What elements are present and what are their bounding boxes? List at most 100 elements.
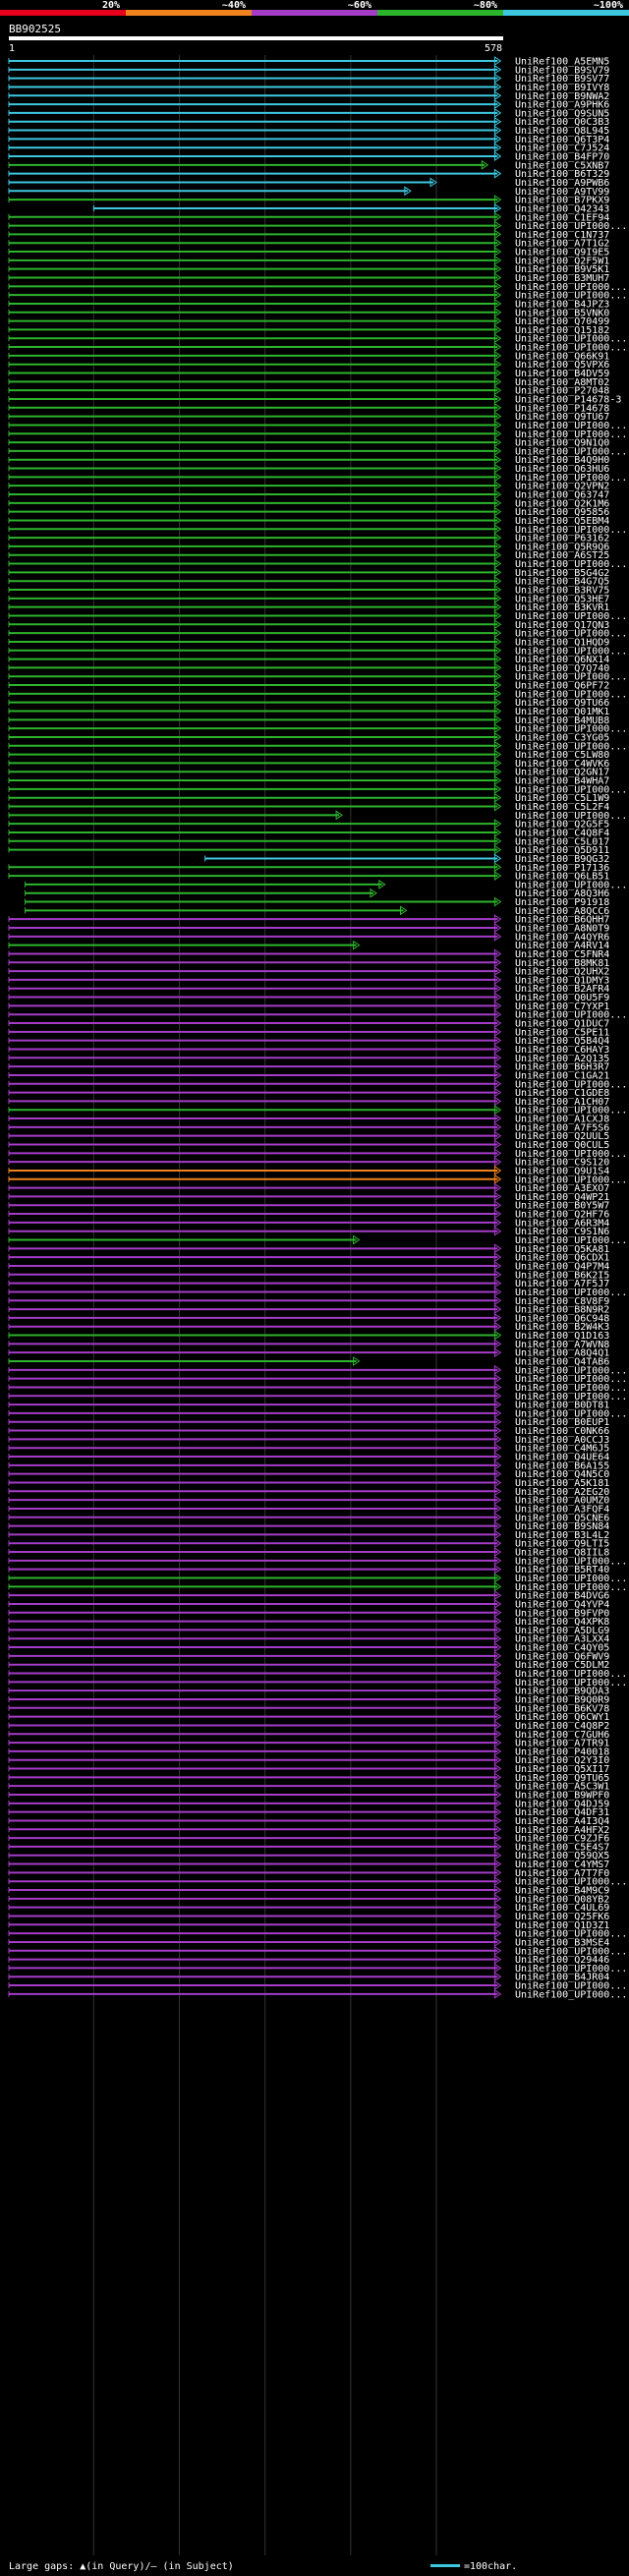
hit-label[interactable]: UniRef100_A7T1G2 [515, 239, 609, 250]
hit-label[interactable]: UniRef100_Q2K1M6 [515, 498, 609, 509]
hit-label[interactable]: UniRef100_B6K2I5 [515, 1270, 609, 1281]
hit-label[interactable]: UniRef100_B9QG32 [515, 854, 609, 865]
hit-label[interactable]: UniRef100_A1CH07 [515, 1097, 609, 1108]
hit-label[interactable]: UniRef100_UPI000... [515, 1010, 627, 1021]
hit-label[interactable]: UniRef100_B6T329 [515, 169, 609, 180]
hit-label[interactable]: UniRef100_UPI000... [515, 629, 627, 640]
hit-label[interactable]: UniRef100_B5G4G2 [515, 568, 609, 579]
hit-label[interactable]: UniRef100_C7J524 [515, 143, 609, 154]
hit-label[interactable]: UniRef100_UPI000... [515, 1079, 627, 1090]
hit-label[interactable]: UniRef100_C1EF94 [515, 212, 609, 223]
hit-label[interactable]: UniRef100_C1N737 [515, 230, 609, 241]
hit-label[interactable]: UniRef100_Q2G5F5 [515, 820, 609, 830]
hit-label[interactable]: UniRef100_B7PKX9 [515, 196, 609, 206]
hit-label[interactable]: UniRef100_C3YG05 [515, 732, 609, 743]
hit-label[interactable]: UniRef100_Q6LB51 [515, 872, 609, 883]
hit-label[interactable]: UniRef100_C5L017 [515, 836, 609, 847]
hit-label[interactable]: UniRef100_C6HAY3 [515, 1045, 609, 1056]
hit-label[interactable]: UniRef100_Q2Y3I0 [515, 1755, 609, 1766]
hit-label[interactable]: UniRef100_A5DLG9 [515, 1626, 609, 1636]
hit-label[interactable]: UniRef100_Q59QX5 [515, 1851, 609, 1861]
hit-label[interactable]: UniRef100_Q9LTI5 [515, 1539, 609, 1550]
hit-label[interactable]: UniRef100_A7T7F0 [515, 1868, 609, 1879]
hit-label[interactable]: UniRef100_B4WHA7 [515, 776, 609, 787]
hit-label[interactable]: UniRef100_B4DV59 [515, 369, 609, 379]
hit-label[interactable]: UniRef100_C9ZJF6 [515, 1834, 609, 1845]
hit-label[interactable]: UniRef100_UPI000... [515, 429, 627, 440]
hit-label[interactable]: UniRef100_Q17QN3 [515, 620, 609, 631]
hit-label[interactable]: UniRef100_UPI000... [515, 1365, 627, 1376]
hit-label[interactable]: UniRef100_UPI000... [515, 689, 627, 700]
hit-label[interactable]: UniRef100_C5LW80 [515, 750, 609, 761]
hit-label[interactable]: UniRef100_Q15182 [515, 325, 609, 336]
hit-label[interactable]: UniRef100_P63162 [515, 534, 609, 544]
hit-label[interactable]: UniRef100_B3RV75 [515, 586, 609, 597]
hit-label[interactable]: UniRef100_Q6T3P4 [515, 135, 609, 145]
hit-label[interactable]: UniRef100_Q5R9Q6 [515, 542, 609, 552]
hit-label[interactable]: UniRef100_UPI000... [515, 1678, 627, 1689]
hit-label[interactable]: UniRef100_Q5XI17 [515, 1764, 609, 1775]
hit-label[interactable]: UniRef100_B9WPF0 [515, 1791, 609, 1802]
hit-label[interactable]: UniRef100_B4Q9H0 [515, 455, 609, 466]
hit-label[interactable]: UniRef100_B9SN84 [515, 1521, 609, 1532]
hit-label[interactable]: UniRef100_Q4XPK8 [515, 1617, 609, 1628]
hit-label[interactable]: UniRef100_UPI000... [515, 559, 627, 570]
hit-label[interactable]: UniRef100_B3MUH7 [515, 273, 609, 284]
hit-label[interactable]: UniRef100_Q0C3B3 [515, 117, 609, 128]
hit-label[interactable]: UniRef100_A9PWB6 [515, 178, 609, 189]
hit-label[interactable]: UniRef100_C0NK66 [515, 1426, 609, 1437]
hit-label[interactable]: UniRef100_C5XNB7 [515, 160, 609, 171]
hit-label[interactable]: UniRef100_C7YXP1 [515, 1002, 609, 1012]
hit-label[interactable]: UniRef100_Q6PF72 [515, 681, 609, 692]
hit-label[interactable]: UniRef100_B6KV78 [515, 1703, 609, 1714]
hit-label[interactable]: UniRef100_UPI000... [515, 1383, 627, 1394]
hit-label[interactable]: UniRef100_UPI000... [515, 1964, 627, 1975]
hit-label[interactable]: UniRef100_C8V8F9 [515, 1296, 609, 1307]
hit-label[interactable]: UniRef100_A2EG20 [515, 1487, 609, 1498]
hit-label[interactable]: UniRef100_UPI000... [515, 1989, 627, 2000]
hit-label[interactable]: UniRef100_C5DLM2 [515, 1660, 609, 1671]
hit-label[interactable]: UniRef100_Q9U1S4 [515, 1166, 609, 1176]
hit-label[interactable]: UniRef100_C7GUH6 [515, 1730, 609, 1741]
hit-label[interactable]: UniRef100_A3LXX4 [515, 1634, 609, 1645]
hit-label[interactable]: UniRef100_C9S120 [515, 1158, 609, 1169]
hit-label[interactable]: UniRef100_UPI000... [515, 1574, 627, 1584]
hit-label[interactable]: UniRef100_UPI000... [515, 343, 627, 354]
hit-label[interactable]: UniRef100_B9SV77 [515, 74, 609, 85]
hit-label[interactable]: UniRef100_P17136 [515, 863, 609, 874]
hit-label[interactable]: UniRef100_C9S1N6 [515, 1227, 609, 1237]
hit-label[interactable]: UniRef100_UPI000... [515, 741, 627, 752]
hit-label[interactable]: UniRef100_Q9N1Q0 [515, 438, 609, 449]
hit-label[interactable]: UniRef100_Q8L945 [515, 126, 609, 137]
hit-label[interactable]: UniRef100_B5VNK0 [515, 308, 609, 318]
hit-label[interactable]: UniRef100_B0EUP1 [515, 1417, 609, 1428]
hit-label[interactable]: UniRef100_B4JR04 [515, 1973, 609, 1983]
hit-label[interactable]: UniRef100_Q8IIL8 [515, 1548, 609, 1559]
hit-label[interactable]: UniRef100_Q95856 [515, 507, 609, 518]
hit-label[interactable]: UniRef100_A4QYR6 [515, 932, 609, 943]
hit-label[interactable]: UniRef100_A9TV99 [515, 187, 609, 198]
hit-label[interactable]: UniRef100_B3L4L2 [515, 1530, 609, 1541]
hit-label[interactable]: UniRef100_Q53HE7 [515, 594, 609, 604]
hit-label[interactable]: UniRef100_B3MSE4 [515, 1937, 609, 1948]
hit-label[interactable]: UniRef100_UPI000... [515, 724, 627, 735]
hit-label[interactable]: UniRef100_C5E4S7 [515, 1842, 609, 1853]
hit-label[interactable]: UniRef100_Q4DJ59 [515, 1799, 609, 1809]
hit-label[interactable]: UniRef100_Q29446 [515, 1955, 609, 1966]
hit-label[interactable]: UniRef100_A3FQF4 [515, 1504, 609, 1515]
hit-label[interactable]: UniRef100_Q4UE64 [515, 1453, 609, 1463]
hit-label[interactable]: UniRef100_C4WVK6 [515, 759, 609, 770]
hit-label[interactable]: UniRef100_B3KVR1 [515, 602, 609, 613]
hit-label[interactable]: UniRef100_B8MK81 [515, 958, 609, 969]
hit-label[interactable]: UniRef100_UPI000... [515, 611, 627, 622]
hit-label[interactable]: UniRef100_A7WVN8 [515, 1340, 609, 1350]
hit-label[interactable]: UniRef100_A2Q135 [515, 1054, 609, 1064]
hit-label[interactable]: UniRef100_C5L1W9 [515, 793, 609, 804]
hit-label[interactable]: UniRef100_B0DT81 [515, 1401, 609, 1411]
hit-label[interactable]: UniRef100_Q4YVP4 [515, 1599, 609, 1610]
hit-label[interactable]: UniRef100_UPI000... [515, 421, 627, 431]
hit-label[interactable]: UniRef100_UPI000... [515, 1877, 627, 1888]
hit-label[interactable]: UniRef100_B6QHH7 [515, 915, 609, 926]
hit-label[interactable]: UniRef100_C4YMS7 [515, 1860, 609, 1870]
hit-label[interactable]: UniRef100_B9Q0R9 [515, 1694, 609, 1705]
